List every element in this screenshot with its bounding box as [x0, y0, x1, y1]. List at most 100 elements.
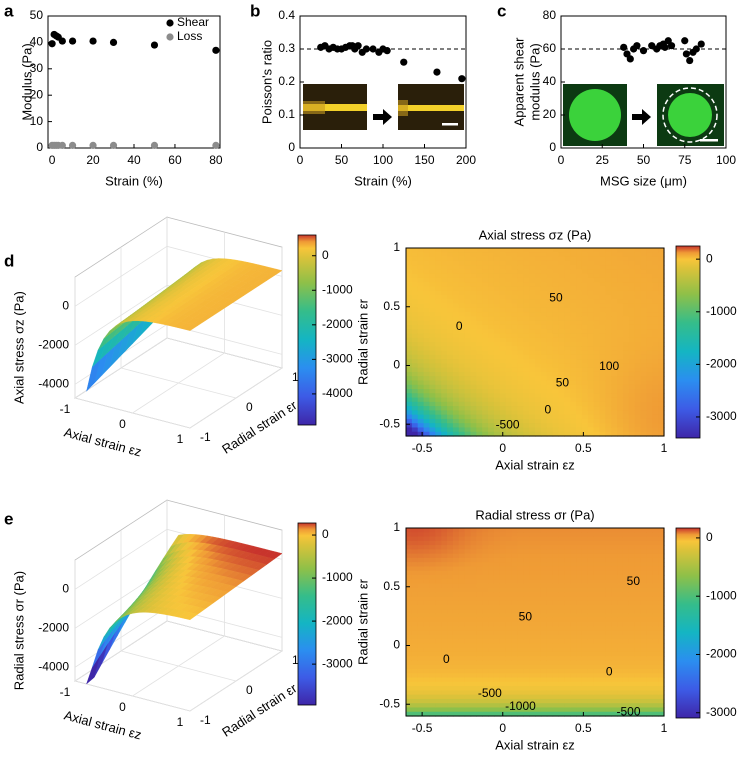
y-tick-label: 20	[30, 87, 44, 101]
contour-cell	[441, 651, 448, 657]
contour-cell	[523, 414, 530, 420]
contour-cell	[599, 256, 606, 262]
contour-cell	[464, 669, 472, 674]
contour-cell	[505, 260, 513, 266]
contour-cell	[458, 371, 466, 377]
contour-cell	[540, 265, 548, 270]
contour-cell	[452, 410, 460, 416]
contour-cell	[605, 681, 612, 687]
contour-cell	[493, 639, 501, 644]
contour-cell	[406, 367, 413, 373]
contour-cell	[581, 711, 589, 717]
contour-cell	[658, 528, 665, 533]
contour-cell	[417, 532, 425, 538]
contour-cell	[593, 583, 601, 589]
contour-cell	[564, 703, 571, 709]
contour-cell	[435, 282, 442, 288]
contour-cell	[593, 669, 601, 674]
contour-cell	[493, 414, 501, 420]
data-point	[58, 37, 66, 45]
contour-cell	[535, 553, 542, 559]
contour-cell	[447, 359, 454, 364]
contour-cell	[464, 600, 472, 606]
contour-cell	[640, 579, 648, 585]
contour-cell	[429, 545, 436, 550]
contour-cell	[411, 575, 419, 580]
contour-cell	[581, 380, 589, 386]
contour-cell	[634, 350, 642, 356]
contour-cell	[517, 252, 524, 258]
contour-cell	[652, 286, 659, 292]
contour-cell	[529, 359, 536, 364]
contour-cell	[552, 423, 560, 429]
contour-cell	[441, 406, 448, 411]
contour-cell	[593, 698, 601, 704]
contour-cell	[505, 286, 513, 292]
contour-cell	[529, 414, 536, 420]
contour-cell	[658, 698, 665, 704]
contour-cell	[581, 532, 589, 538]
contour-cell	[488, 562, 495, 568]
contour-cell	[540, 579, 548, 585]
contour-cell	[552, 427, 560, 433]
contour-cell	[411, 282, 419, 288]
contour-cell	[470, 286, 477, 292]
contour-cell	[535, 528, 542, 533]
contour-cell	[546, 647, 554, 653]
contour-cell	[499, 664, 507, 670]
contour-cell	[488, 643, 495, 649]
contour-cell	[529, 350, 536, 356]
contour-cell	[576, 397, 583, 403]
contour-cell	[622, 342, 630, 347]
contour-cell	[406, 634, 413, 640]
contour-cell	[617, 566, 624, 572]
contour-cell	[552, 600, 560, 606]
contour-cell	[482, 359, 489, 364]
contour-cell	[493, 256, 501, 262]
contour-cell	[552, 698, 560, 704]
contour-cell	[511, 406, 519, 411]
contour-cell	[552, 596, 560, 602]
contour-cell	[464, 673, 472, 679]
contour-cell	[628, 545, 636, 550]
contour-cell	[482, 393, 489, 399]
contour-cell	[576, 265, 583, 270]
contour-cell	[646, 312, 653, 317]
contour-cell	[558, 359, 565, 364]
contour-cell	[435, 639, 442, 644]
contour-cell	[482, 669, 489, 674]
contour-cell	[429, 707, 436, 713]
contour-cell	[646, 367, 653, 373]
contour-cell	[417, 346, 425, 352]
contour-cell	[546, 389, 554, 394]
x-tick-label: 20	[86, 153, 100, 167]
contour-cell	[564, 686, 571, 691]
contour-cell	[505, 363, 513, 369]
contour-cell	[458, 540, 466, 546]
contour-cell	[493, 562, 501, 568]
contour-cell	[546, 307, 554, 313]
contour-cell	[423, 359, 431, 364]
contour-cell	[499, 307, 507, 313]
contour-cell	[652, 630, 659, 636]
contour-cell	[552, 324, 560, 330]
contour-cell	[570, 694, 577, 700]
contour-cell	[640, 354, 648, 360]
surface-patch	[183, 324, 199, 331]
contour-cell	[570, 557, 577, 563]
contour-cell	[411, 626, 419, 632]
contour-cell	[605, 694, 612, 700]
contour-cell	[476, 651, 483, 657]
contour-cell	[417, 566, 425, 572]
contour-cell	[617, 350, 624, 356]
contour-cell	[482, 269, 489, 275]
contour-cell	[570, 359, 577, 364]
contour-cell	[417, 427, 425, 433]
contour-cell	[511, 664, 519, 670]
contour-cell	[470, 256, 477, 262]
contour-cell	[447, 681, 454, 687]
y-axis-label: Radial strain εr	[355, 298, 370, 385]
contour-cell	[546, 367, 554, 373]
contour-cell	[593, 371, 601, 377]
contour-cell	[464, 622, 472, 627]
